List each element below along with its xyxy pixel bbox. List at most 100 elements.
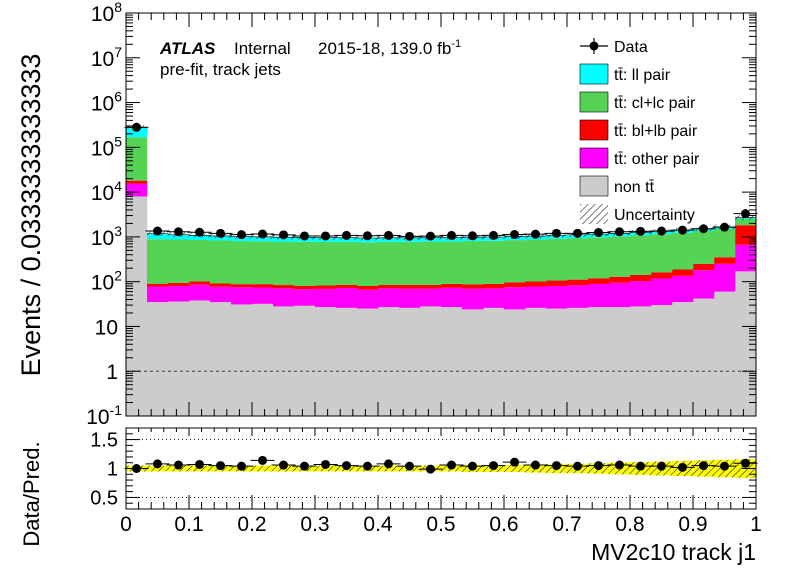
bar-ll: [189, 235, 211, 241]
bar-cl: [126, 137, 148, 181]
x-tick-label: 0.9: [678, 513, 707, 536]
bar-cl: [441, 241, 463, 284]
ratio-point: [468, 461, 477, 471]
bar-cl: [650, 234, 673, 273]
bar-nontt: [630, 306, 652, 416]
bar-nontt: [126, 196, 148, 416]
bar-cl: [609, 236, 631, 277]
data-point: [614, 227, 624, 237]
data-point: [173, 227, 183, 237]
bar-cl: [567, 238, 589, 280]
atlas-header: ATLAS Internal 2015-18, 139.0 fb-1 pre-f…: [159, 38, 461, 79]
legend-swatch-uncertainty: [580, 204, 608, 224]
bar-cl: [693, 231, 715, 264]
bar-cl: [378, 241, 400, 285]
bar-other: [294, 289, 316, 306]
ratio-point: [594, 461, 603, 471]
data-point: [488, 230, 498, 240]
x-tick-label: 0.6: [489, 513, 518, 536]
main-y-axis: 10-1 1 10 102 103 104 105 106 107 108: [86, 0, 756, 429]
ratio-point: [342, 461, 351, 471]
x-tick-label: 0: [120, 513, 132, 536]
ratio-x-axis: 0 0.1 0.2 0.3 0.4 0.5 0.6 0.7 0.8 0.9 1: [120, 428, 762, 536]
data-point: [510, 230, 520, 240]
data-point: [299, 231, 309, 241]
bar-other: [441, 287, 463, 308]
legend-swatch-ll: [579, 63, 609, 85]
bar-bl: [524, 281, 547, 287]
data-point: [405, 231, 414, 241]
bar-nontt: [231, 304, 253, 416]
bar-cl: [294, 241, 316, 286]
bar-bl: [357, 286, 379, 290]
bar-bl: [168, 282, 190, 287]
x-tick-label: 0.4: [363, 513, 393, 536]
ratio-point: [425, 464, 435, 474]
data-point: [425, 231, 435, 241]
legend-label-other: tt̄: other pair: [614, 151, 700, 168]
ratio-band-hatch: [146, 465, 169, 472]
bar-nontt: [693, 298, 715, 416]
bar-nontt: [524, 307, 547, 416]
ratio-y-tick-label: 1.5: [90, 430, 118, 452]
bar-ll: [252, 236, 274, 242]
bar-cl: [398, 241, 421, 285]
ratio-point: [153, 459, 162, 469]
legend-swatch-cl: [579, 91, 609, 113]
bar-cl: [189, 240, 211, 282]
data-point: [720, 222, 729, 232]
bar-nontt: [546, 308, 568, 416]
bar-bl: [252, 284, 274, 288]
bar-other: [693, 270, 715, 299]
bar-bl: [272, 285, 295, 289]
ratio-panel: 0.5 1 1.5 0 0.1 0.2 0.3 0.4 0.5 0.6 0.7 0.8 0.9 1 Da…: [19, 427, 762, 565]
bar-bl: [420, 284, 442, 289]
bar-other: [483, 288, 505, 308]
bar-other: [420, 288, 442, 307]
bar-bl: [693, 263, 715, 271]
bar-other: [315, 288, 337, 308]
ratio-band-hatch: [378, 465, 400, 472]
bar-cl: [483, 240, 505, 284]
ratio-point: [258, 455, 268, 465]
bar-bl: [630, 274, 652, 282]
legend-label-unc: Uncertainty: [614, 207, 695, 224]
main-x-ticks: [125, 13, 757, 416]
ratio-point: [405, 461, 414, 471]
bar-other: [146, 286, 169, 303]
bar-bl: [398, 284, 421, 289]
bar-other: [650, 278, 673, 306]
ratio-y-axis: 0.5 1 1.5: [90, 430, 756, 509]
stack-bars: [126, 125, 757, 416]
ratio-point: [720, 461, 729, 471]
bar-cl: [209, 240, 232, 284]
bar-cl: [420, 241, 442, 285]
bar-cl: [315, 241, 337, 286]
bar-bl: [441, 283, 463, 288]
bar-bl: [483, 283, 505, 289]
y-tick-label: 108: [91, 0, 122, 26]
bar-bl: [735, 225, 757, 245]
bar-ll: [272, 237, 295, 242]
x-tick-label: 1: [750, 513, 762, 536]
y-tick-label: 10-1: [86, 402, 122, 429]
ratio-point: [699, 461, 709, 471]
bar-other: [272, 288, 295, 307]
bar-other: [335, 288, 358, 308]
ratio-point: [362, 461, 372, 471]
x-axis-label: MV2c10 track j1: [591, 539, 756, 565]
bar-nontt: [735, 271, 757, 416]
legend-label-ll: tt̄: ll pair: [614, 67, 671, 84]
legend-label-bl: tt̄: bl+lb pair: [614, 123, 698, 140]
data-point: [531, 229, 540, 239]
bar-nontt: [420, 306, 442, 416]
bar-nontt: [567, 307, 589, 416]
ratio-point: [677, 462, 687, 472]
data-point: [573, 228, 583, 238]
bar-cl: [524, 239, 547, 282]
bar-cl: [672, 232, 694, 270]
bar-cl: [546, 238, 568, 281]
bar-nontt: [189, 300, 211, 416]
bar-other: [398, 288, 421, 308]
bar-bl: [315, 285, 337, 289]
